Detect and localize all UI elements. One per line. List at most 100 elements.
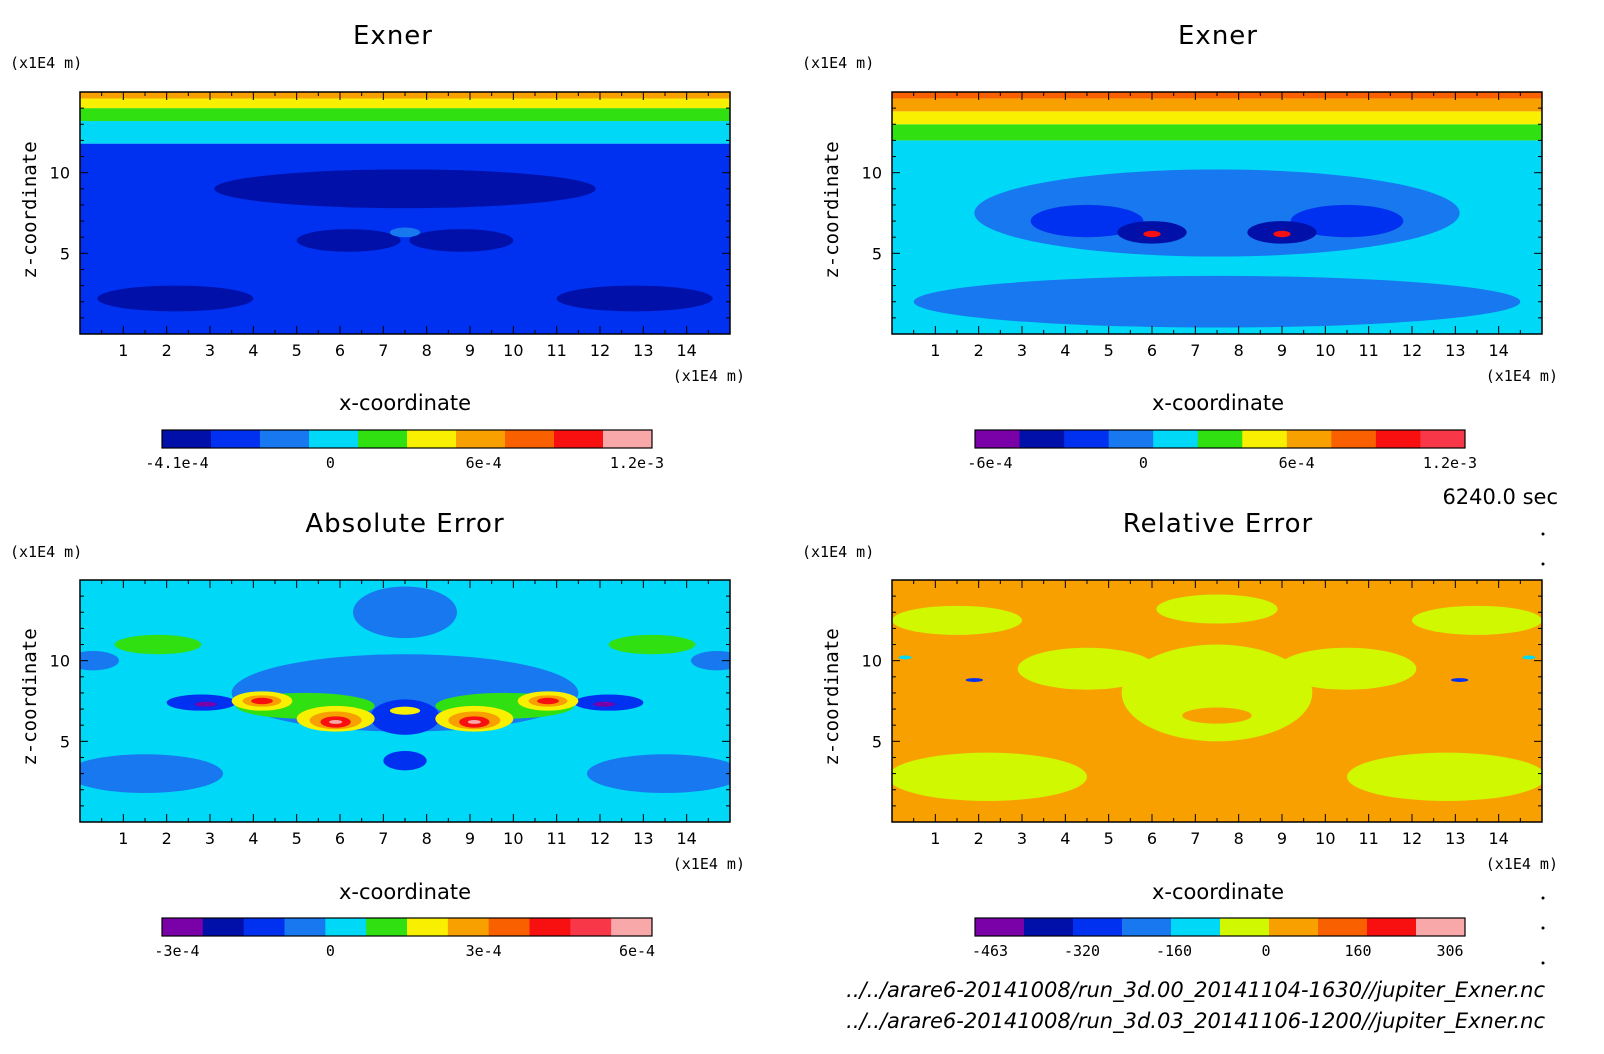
colorbar-swatch — [366, 918, 408, 936]
colorbar: -6e-4 0 6e-4 1.2e-3 — [967, 429, 1477, 472]
plot-area — [892, 92, 1542, 334]
colorbar-tick-label: 0 — [326, 942, 335, 960]
x-tick-label: 14 — [1488, 829, 1508, 848]
plot-area — [892, 580, 1542, 822]
y-tick-label: 10 — [50, 652, 70, 671]
x-tick-label: 10 — [503, 341, 523, 360]
x-tick-label: 5 — [1104, 829, 1114, 848]
contour-region — [1277, 647, 1417, 690]
colorbar-tick-label: -3e-4 — [154, 942, 199, 960]
colorbar-swatch — [325, 918, 367, 936]
contour-region — [97, 285, 254, 312]
colorbar-tick-label: 1.2e-3 — [1423, 454, 1477, 472]
x-axis-label: x-coordinate — [1152, 880, 1284, 904]
contour-region — [965, 678, 983, 682]
x-tick-label: 8 — [422, 829, 432, 848]
colorbar-swatch — [243, 918, 285, 936]
contour-region — [467, 720, 481, 724]
colorbar-tick-label: 6e-4 — [1279, 454, 1315, 472]
contour-band — [892, 98, 1542, 112]
colorbar-tick-label: 0 — [1261, 942, 1270, 960]
colorbar-tick-label: -320 — [1064, 942, 1100, 960]
y-tick-label: 10 — [862, 652, 882, 671]
colorbar-tick-label: 1.2e-3 — [610, 454, 664, 472]
contour-region — [353, 586, 457, 639]
contour-band — [892, 111, 1542, 125]
panel-title: Relative Error — [1123, 509, 1314, 539]
colorbar-tick-label: 0 — [326, 454, 335, 472]
x-tick-label: 7 — [1190, 341, 1200, 360]
x-tick-label: 6 — [1147, 341, 1157, 360]
colorbar-swatch — [284, 918, 326, 936]
x-axis-label: x-coordinate — [1152, 391, 1284, 415]
margin-dots — [1541, 532, 1545, 965]
contour-region — [180, 62, 631, 80]
colorbar-swatch — [1024, 918, 1074, 936]
colorbar-swatch — [407, 430, 457, 448]
x-tick-label: 8 — [1234, 829, 1244, 848]
colorbar-tick-label: -160 — [1156, 942, 1192, 960]
x-tick-label: 6 — [1147, 829, 1157, 848]
x-tick-label: 5 — [292, 341, 302, 360]
colorbar-swatch — [260, 430, 310, 448]
colorbar-swatch — [1242, 430, 1288, 448]
contour-region — [1030, 204, 1144, 238]
contour-region — [1156, 594, 1278, 624]
x-tick-label: 14 — [1488, 341, 1508, 360]
contour-region — [80, 650, 119, 671]
colorbar-swatch — [358, 430, 408, 448]
contour-region — [1347, 752, 1542, 802]
panel-title: Exner — [1178, 21, 1258, 51]
x-tick-label: 11 — [1358, 829, 1378, 848]
x-tick-label: 8 — [1234, 341, 1244, 360]
colorbar-swatch — [1331, 430, 1377, 448]
contour-region — [383, 751, 427, 771]
colorbar-swatch — [1416, 918, 1466, 936]
panel-exner-right: Exner (x1E4 m) z-coordinate 1 2 3 4 5 6 7 8 9 10 1… — [802, 21, 1558, 472]
x-tick-label: 2 — [974, 829, 984, 848]
x-tick-label: 13 — [1445, 829, 1465, 848]
colorbar-tick-label: -4.1e-4 — [145, 454, 208, 472]
x-tick-label: 5 — [1104, 341, 1114, 360]
colorbar-swatch — [1064, 430, 1110, 448]
colorbar-frame — [161, 917, 653, 937]
time-label: 6240.0 sec — [1442, 485, 1558, 509]
colorbar-tick-label: 3e-4 — [466, 942, 502, 960]
colorbar-tick-label: 6e-4 — [466, 454, 502, 472]
x-tick-label: 1 — [930, 341, 940, 360]
colorbar-tick-label: -6e-4 — [967, 454, 1012, 472]
x-tick-label: 6 — [335, 341, 345, 360]
colorbar-swatch — [162, 918, 204, 936]
colorbar-frame — [161, 429, 653, 449]
colorbar-swatch — [202, 918, 245, 936]
colorbar-swatch — [603, 430, 653, 448]
colorbar-swatch — [1019, 430, 1065, 448]
plot-area — [80, 62, 730, 334]
y-axis-label: z-coordinate — [821, 141, 843, 278]
contour-region — [114, 634, 202, 655]
colorbar-swatch — [1286, 430, 1332, 448]
contour-region — [1290, 204, 1404, 238]
contour-region — [266, 80, 543, 91]
contour-region — [389, 227, 421, 238]
contour-region — [1522, 655, 1536, 660]
y-unit-label: (x1E4 m) — [10, 543, 82, 561]
colorbar-swatch — [1367, 918, 1417, 936]
x-tick-label: 7 — [378, 829, 388, 848]
contour-band — [80, 121, 730, 144]
contour-region — [892, 752, 1087, 802]
contour-region — [1017, 647, 1157, 690]
colorbar-swatch — [1318, 918, 1368, 936]
colorbar-swatch — [975, 918, 1025, 936]
contour-region — [214, 169, 596, 209]
contour-band — [80, 98, 730, 109]
x-unit-label: (x1E4 m) — [1486, 367, 1558, 385]
x-tick-label: 1 — [118, 341, 128, 360]
contour-region — [1273, 230, 1291, 238]
y-tick-label: 5 — [872, 732, 882, 751]
x-tick-label: 3 — [205, 829, 215, 848]
colorbar-swatch — [488, 918, 530, 936]
colorbar-swatch — [1153, 430, 1199, 448]
contour-region — [1412, 605, 1542, 635]
